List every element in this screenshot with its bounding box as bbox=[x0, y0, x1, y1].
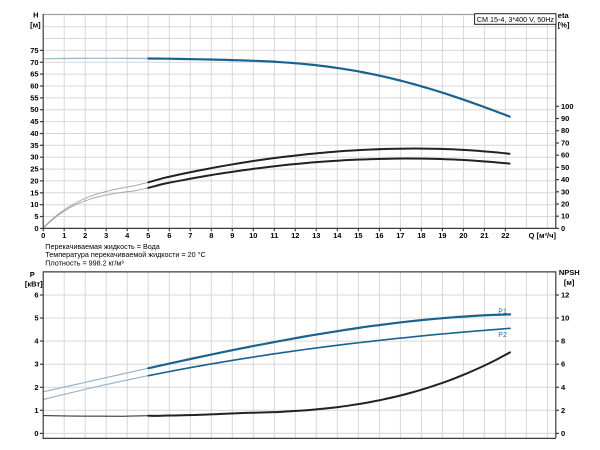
svg-text:H: H bbox=[33, 11, 38, 20]
svg-text:4: 4 bbox=[34, 337, 39, 346]
svg-text:P2: P2 bbox=[498, 332, 507, 339]
svg-text:14: 14 bbox=[333, 231, 342, 240]
svg-text:50: 50 bbox=[561, 163, 569, 172]
svg-text:1: 1 bbox=[34, 406, 38, 415]
svg-text:40: 40 bbox=[30, 129, 38, 138]
svg-text:20: 20 bbox=[459, 231, 467, 240]
svg-text:0: 0 bbox=[561, 429, 565, 438]
svg-text:15: 15 bbox=[30, 188, 38, 197]
svg-text:40: 40 bbox=[561, 175, 569, 184]
svg-text:4: 4 bbox=[561, 383, 566, 392]
svg-text:10: 10 bbox=[249, 231, 257, 240]
svg-text:8: 8 bbox=[561, 337, 565, 346]
svg-text:10: 10 bbox=[30, 200, 38, 209]
svg-text:17: 17 bbox=[396, 231, 404, 240]
svg-text:0: 0 bbox=[561, 224, 565, 233]
svg-text:55: 55 bbox=[30, 93, 38, 102]
svg-text:9: 9 bbox=[230, 231, 234, 240]
svg-text:19: 19 bbox=[438, 231, 446, 240]
svg-text:21: 21 bbox=[480, 231, 488, 240]
svg-text:5: 5 bbox=[34, 314, 38, 323]
svg-text:8: 8 bbox=[209, 231, 213, 240]
svg-text:4: 4 bbox=[125, 231, 130, 240]
svg-text:2: 2 bbox=[561, 406, 565, 415]
svg-text:[м]: [м] bbox=[30, 21, 41, 30]
svg-text:30: 30 bbox=[561, 187, 569, 196]
svg-text:Температура перекачиваемой жид: Температура перекачиваемой жидкости = 20… bbox=[45, 250, 205, 259]
svg-text:60: 60 bbox=[561, 151, 569, 160]
svg-text:30: 30 bbox=[30, 153, 38, 162]
svg-text:65: 65 bbox=[30, 70, 38, 79]
svg-text:15: 15 bbox=[354, 231, 362, 240]
svg-text:11: 11 bbox=[270, 231, 278, 240]
svg-text:Плотность = 998.2 кг/м³: Плотность = 998.2 кг/м³ bbox=[45, 259, 124, 268]
svg-text:NPSH: NPSH bbox=[559, 268, 580, 277]
svg-text:12: 12 bbox=[561, 291, 569, 300]
svg-text:10: 10 bbox=[561, 314, 569, 323]
svg-text:[м]: [м] bbox=[564, 278, 575, 287]
svg-text:70: 70 bbox=[30, 58, 38, 67]
svg-text:100: 100 bbox=[561, 102, 574, 111]
svg-text:6: 6 bbox=[167, 231, 171, 240]
svg-text:60: 60 bbox=[30, 82, 38, 91]
svg-text:25: 25 bbox=[30, 165, 38, 174]
svg-text:22: 22 bbox=[501, 231, 509, 240]
svg-text:45: 45 bbox=[30, 117, 38, 126]
svg-text:16: 16 bbox=[375, 231, 383, 240]
svg-text:2: 2 bbox=[34, 383, 38, 392]
svg-text:7: 7 bbox=[188, 231, 192, 240]
svg-text:70: 70 bbox=[561, 139, 569, 148]
svg-text:[%]: [%] bbox=[558, 20, 570, 29]
svg-text:75: 75 bbox=[30, 46, 38, 55]
svg-text:Q [м³/ч]: Q [м³/ч] bbox=[529, 231, 557, 240]
svg-text:6: 6 bbox=[34, 291, 38, 300]
svg-text:35: 35 bbox=[30, 141, 38, 150]
svg-text:P1: P1 bbox=[498, 308, 507, 315]
svg-text:13: 13 bbox=[312, 231, 320, 240]
svg-text:CM 15-4, 3*400 V, 50Hz: CM 15-4, 3*400 V, 50Hz bbox=[477, 15, 555, 24]
svg-text:90: 90 bbox=[561, 114, 569, 123]
svg-text:80: 80 bbox=[561, 126, 569, 135]
svg-text:6: 6 bbox=[561, 360, 565, 369]
svg-text:50: 50 bbox=[30, 105, 38, 114]
svg-text:3: 3 bbox=[104, 231, 108, 240]
svg-text:0: 0 bbox=[34, 224, 38, 233]
svg-text:1: 1 bbox=[62, 231, 66, 240]
svg-text:0: 0 bbox=[34, 429, 38, 438]
svg-text:3: 3 bbox=[34, 360, 38, 369]
svg-text:12: 12 bbox=[291, 231, 299, 240]
svg-text:5: 5 bbox=[146, 231, 150, 240]
svg-text:5: 5 bbox=[34, 212, 38, 221]
svg-text:2: 2 bbox=[83, 231, 87, 240]
svg-text:Перекачиваемая жидкость = Вода: Перекачиваемая жидкость = Вода bbox=[45, 242, 160, 251]
svg-text:P: P bbox=[30, 270, 35, 279]
svg-text:18: 18 bbox=[417, 231, 425, 240]
svg-text:[кВт]: [кВт] bbox=[25, 279, 43, 288]
svg-text:20: 20 bbox=[561, 200, 569, 209]
svg-text:eta: eta bbox=[558, 11, 570, 20]
svg-text:20: 20 bbox=[30, 176, 38, 185]
svg-text:0: 0 bbox=[41, 231, 45, 240]
svg-text:10: 10 bbox=[561, 212, 569, 221]
